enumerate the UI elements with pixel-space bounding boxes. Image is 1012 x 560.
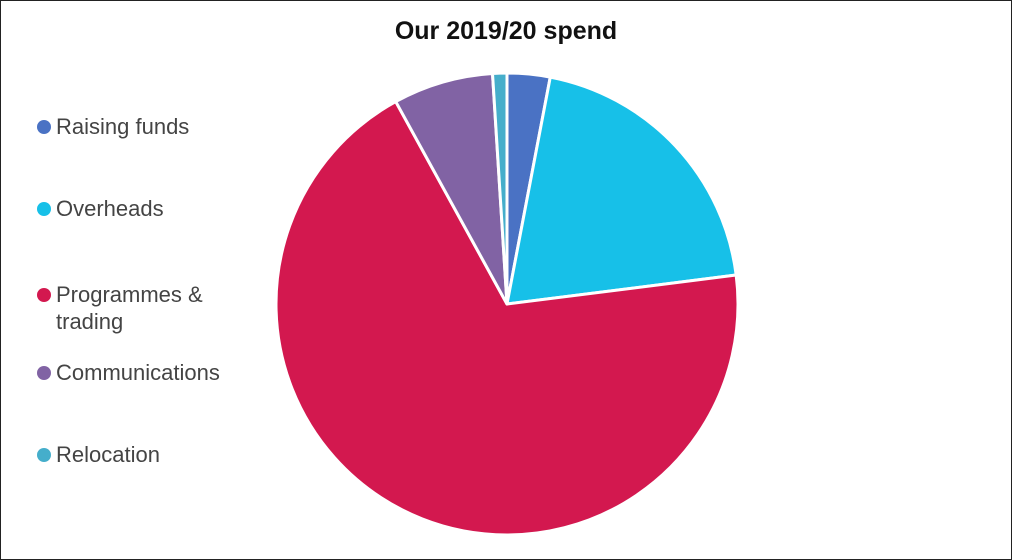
legend-label: Overheads xyxy=(56,196,164,221)
pie-slice xyxy=(490,71,509,306)
legend-marker xyxy=(37,202,51,216)
legend-label: Relocation xyxy=(56,442,160,467)
pie-slice xyxy=(505,75,738,306)
legend-marker xyxy=(37,448,51,462)
legend-marker xyxy=(37,288,51,302)
legend-item: Overheads xyxy=(37,195,257,222)
legend-item: Relocation xyxy=(37,441,257,468)
pie-slice xyxy=(394,71,509,306)
pie-slice xyxy=(274,100,740,537)
legend-label: Programmes & trading xyxy=(56,282,203,334)
legend-marker xyxy=(37,120,51,134)
legend-marker xyxy=(37,366,51,380)
legend-item: Raising funds xyxy=(37,113,257,140)
chart-title: Our 2019/20 spend xyxy=(394,17,618,45)
legend-item: Communications xyxy=(37,359,257,386)
legend-item: Programmes & trading xyxy=(37,281,257,335)
legend-label: Raising funds xyxy=(56,114,190,139)
legend-label: Communications xyxy=(56,360,220,385)
